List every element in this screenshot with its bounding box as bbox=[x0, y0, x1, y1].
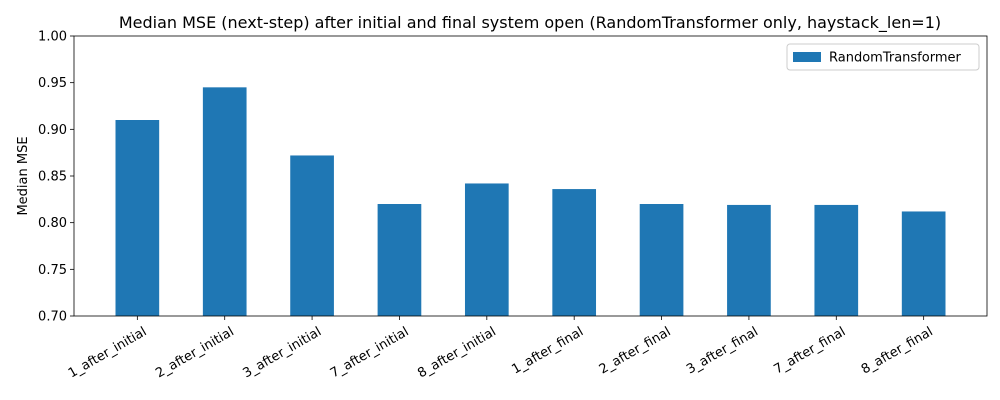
y-tick-label: 0.70 bbox=[38, 310, 67, 325]
x-tick-label: 7_after_final bbox=[771, 324, 848, 377]
x-tick-label: 3_after_initial bbox=[241, 324, 325, 381]
x-tick-label: 2_after_initial bbox=[153, 324, 237, 381]
y-tick-label: 0.80 bbox=[38, 216, 67, 231]
legend-swatch bbox=[793, 52, 821, 62]
bar-2-after-initial bbox=[202, 87, 247, 316]
y-tick-label: 0.75 bbox=[38, 263, 67, 278]
x-tick-label: 2_after_final bbox=[597, 324, 674, 377]
bar-7-after-final bbox=[814, 204, 859, 316]
bar-7-after-initial bbox=[377, 204, 422, 316]
bar-8-after-initial bbox=[464, 183, 509, 316]
legend: RandomTransformer bbox=[786, 43, 980, 71]
y-tick-label: 0.85 bbox=[38, 170, 67, 185]
legend-box bbox=[786, 43, 980, 71]
bar-8-after-final bbox=[901, 211, 946, 316]
y-tick-label: 1.00 bbox=[38, 30, 67, 45]
x-tick-label: 8_after_final bbox=[859, 324, 936, 377]
y-tick-label: 0.90 bbox=[38, 123, 67, 138]
y-tick-label: 0.95 bbox=[38, 76, 67, 91]
legend-label: RandomTransformer bbox=[829, 51, 961, 66]
bars-group bbox=[115, 87, 946, 316]
x-tick-label: 3_after_final bbox=[684, 324, 761, 377]
bar-3-after-initial bbox=[290, 155, 334, 316]
bar-2-after-final bbox=[639, 204, 684, 316]
bar-3-after-final bbox=[727, 204, 771, 316]
x-tick-label: 1_after_initial bbox=[66, 324, 150, 381]
bar-1-after-final bbox=[552, 189, 597, 316]
y-axis-label: Median MSE bbox=[16, 136, 31, 215]
chart-title: Median MSE (next-step) after initial and… bbox=[119, 13, 941, 33]
x-tick-label: 8_after_initial bbox=[415, 324, 499, 381]
bar-1-after-initial bbox=[115, 120, 160, 316]
x-tick-label: 1_after_final bbox=[509, 324, 586, 377]
x-tick-label: 7_after_initial bbox=[328, 324, 412, 381]
